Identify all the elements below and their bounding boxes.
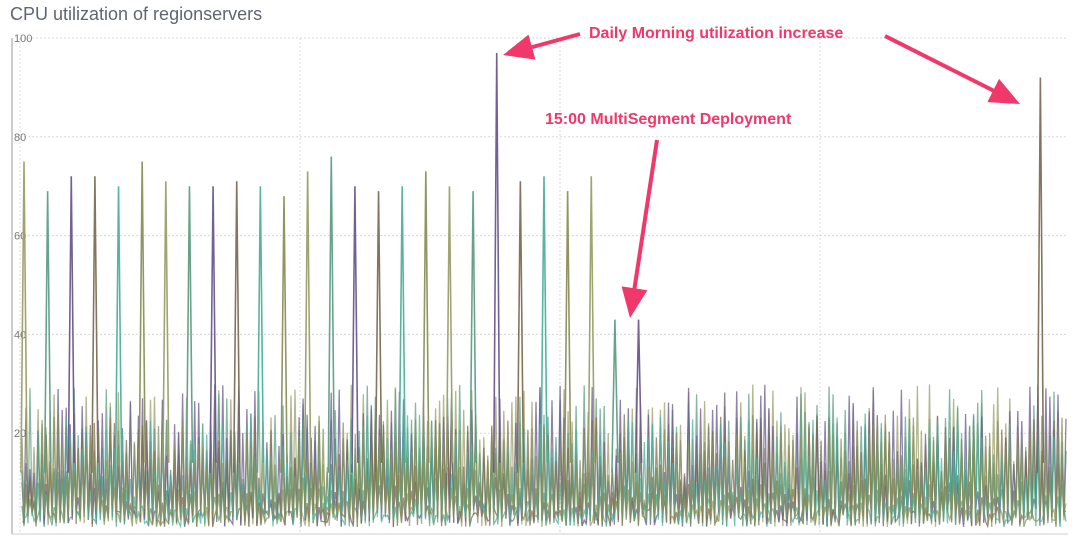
annotations: Daily Morning utilization increase 15:00 … [503,25,1020,318]
spike-mark [114,186,123,473]
y-tick-label: 100 [14,33,32,45]
spike-mark [422,171,430,473]
y-tick-label: 20 [14,428,26,440]
spike-mark [540,176,548,473]
spike-mark [563,191,572,473]
y-tick-label: 40 [14,329,26,341]
spike-mark [303,171,312,473]
series-group [20,52,1067,529]
series-line [21,413,1067,528]
spike-mark [327,156,336,473]
y-tick-label: 80 [14,132,26,144]
spike-mark [374,191,383,473]
spike-mark [611,319,619,473]
spike-mark [91,176,99,473]
spike-mark [634,319,643,473]
spike-mark [43,191,52,473]
arrow-to-first-peak-icon [503,32,581,60]
spike-mark [185,186,194,473]
spike-mark [469,191,477,473]
spike-mark [256,186,265,473]
spike-mark [67,176,76,473]
spike-mark [162,181,170,473]
spike-mark [280,196,288,473]
annotation-morning-label: Daily Morning utilization increase [589,25,843,42]
arrow-to-last-peak-icon [884,34,1020,105]
spike-mark [20,161,28,473]
spike-mark [492,52,501,473]
annotation-deployment-label: 15:00 MultiSegment Deployment [545,111,792,128]
spike-mark [516,181,525,473]
spike-mark [1036,77,1045,473]
spike-mark [232,181,241,473]
arrow-to-deployment-icon [621,139,659,318]
chart-title: CPU utilization of regionservers [10,4,263,24]
spike-mark [398,186,406,473]
spike-mark [209,186,217,473]
spike-mark [351,186,359,473]
spike-mark [587,176,596,473]
spike-mark [445,186,454,473]
spike-mark [138,161,146,473]
